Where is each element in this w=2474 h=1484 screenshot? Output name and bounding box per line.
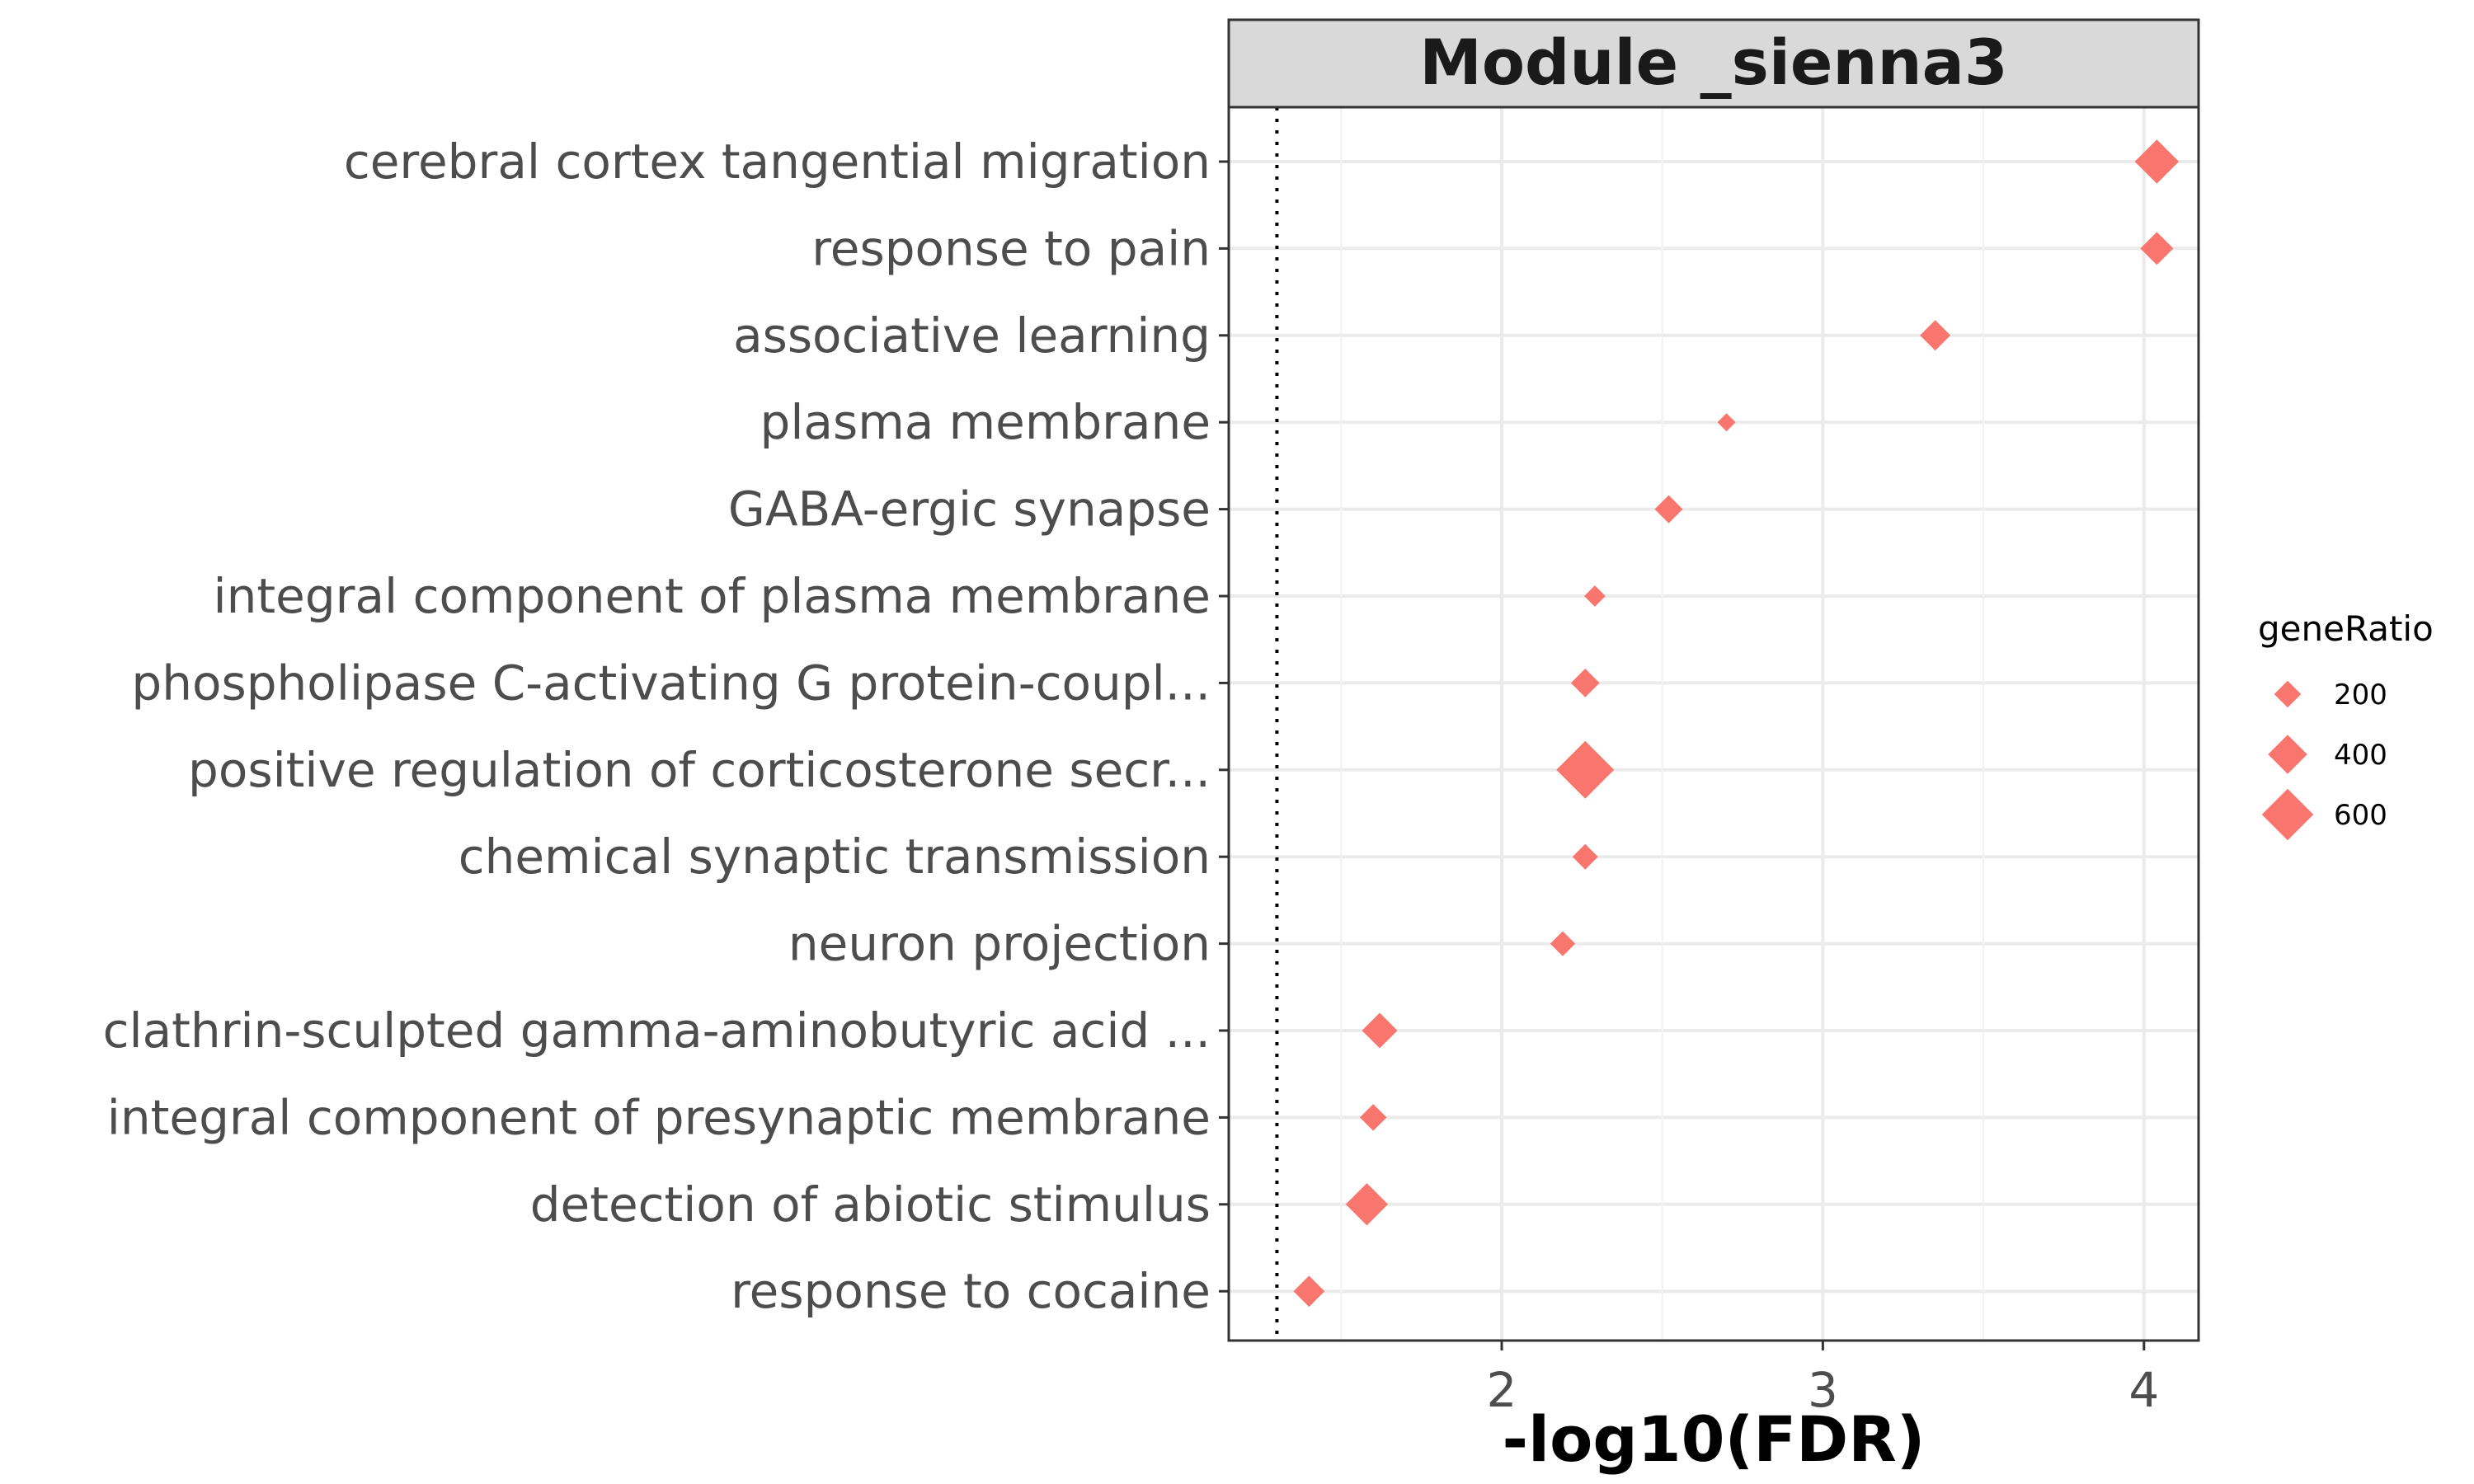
y-axis-label: neuron projection <box>788 916 1211 972</box>
data-point <box>1570 669 1600 697</box>
legend-entry-label: 200 <box>2334 679 2387 711</box>
y-axis-label: positive regulation of corticosterone se… <box>188 742 1211 798</box>
facet-strip-title: Module _sienna3 <box>1419 26 2008 99</box>
data-point <box>1584 585 1606 607</box>
panel-background <box>1229 107 2199 1341</box>
data-point <box>1556 740 1615 799</box>
y-axis-label: response to cocaine <box>731 1263 1211 1319</box>
data-point <box>1654 495 1683 524</box>
y-axis-label: phospholipase C-activating G protein-cou… <box>131 655 1211 711</box>
legend-key <box>2274 680 2302 708</box>
data-point <box>1572 843 1598 870</box>
y-axis-label: response to pain <box>811 220 1211 276</box>
x-axis-tick-label: 3 <box>1808 1362 1838 1418</box>
legend-entry-label: 600 <box>2334 799 2387 832</box>
y-axis-label: clathrin-sculpted gamma-aminobutyric aci… <box>103 1003 1211 1059</box>
legend-key <box>2268 735 2307 774</box>
y-axis-label: plasma membrane <box>760 394 1211 450</box>
data-point <box>1293 1275 1325 1308</box>
y-axis-labels: cerebral cortex tangential migration resp… <box>103 134 1211 1319</box>
facet-strip <box>1227 18 2200 109</box>
y-axis-label: chemical synaptic transmission <box>459 829 1211 885</box>
data-point <box>1717 413 1736 432</box>
x-axis-title: -log10(FDR) <box>1503 1402 1926 1476</box>
x-axis-tick-label: 2 <box>1487 1362 1517 1418</box>
y-axis-label: detection of abiotic stimulus <box>530 1176 1211 1233</box>
y-axis-label: integral component of plasma membrane <box>214 568 1211 624</box>
data-point <box>2134 139 2180 184</box>
y-axis-label: integral component of presynaptic membra… <box>107 1089 1211 1145</box>
y-axis-ticks <box>1219 160 1229 1293</box>
data-point <box>1345 1183 1389 1226</box>
data-point <box>1550 931 1576 956</box>
legend-title: geneRatio <box>2258 608 2434 649</box>
data-point <box>1920 320 1951 351</box>
legend-key <box>2261 788 2314 841</box>
x-axis: 2 3 4 <box>1487 1341 2159 1418</box>
legend: geneRatio 200 400 600 <box>2258 608 2434 841</box>
y-axis-label: associative learning <box>733 308 1211 364</box>
legend-entry-label: 400 <box>2334 739 2387 772</box>
data-point <box>2140 232 2174 265</box>
y-axis-label: cerebral cortex tangential migration <box>344 134 1211 190</box>
data-point <box>1362 1012 1398 1049</box>
y-axis-label: GABA-ergic synapse <box>728 481 1211 538</box>
x-axis-tick-label: 4 <box>2128 1362 2159 1418</box>
data-points <box>1293 139 2180 1308</box>
data-point <box>1359 1104 1387 1131</box>
